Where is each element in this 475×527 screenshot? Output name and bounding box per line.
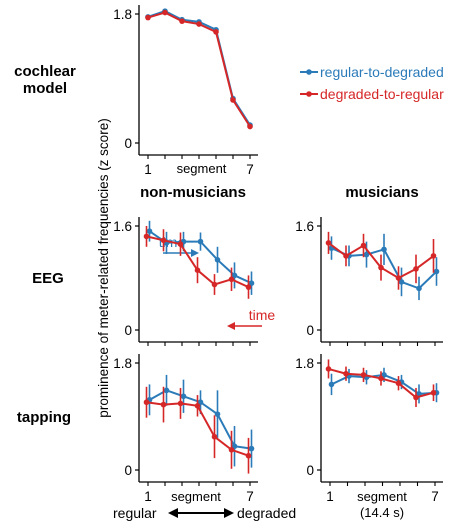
- legend-label-blue: regular-to-degraded: [320, 64, 444, 80]
- panel-eeg-mus: 01.6: [295, 217, 443, 346]
- data-point: [413, 394, 419, 401]
- x-axis-label-right: segment: [357, 489, 407, 504]
- data-point: [230, 97, 236, 103]
- y-tick-label: 0: [124, 136, 132, 151]
- x-tick-label: 1: [326, 489, 334, 504]
- series-line: [147, 10, 251, 126]
- data-point: [360, 372, 367, 378]
- data-point: [381, 246, 387, 253]
- y-tick-label: 1.8: [113, 356, 132, 371]
- data-point: [430, 389, 437, 396]
- data-point: [430, 253, 437, 259]
- x-axis-label-left: segment: [171, 489, 221, 504]
- x-axis-label: segment: [177, 161, 227, 176]
- data-point: [343, 370, 349, 377]
- data-point: [325, 240, 332, 246]
- row-label-tapping: tapping: [17, 409, 71, 426]
- data-point: [363, 251, 370, 258]
- y-tick-label: 0: [306, 463, 314, 478]
- data-point: [248, 445, 255, 452]
- data-point: [378, 375, 384, 382]
- data-point: [395, 275, 402, 281]
- data-point: [162, 9, 168, 16]
- data-point: [194, 267, 201, 274]
- col-title-non-musicians: non-musicians: [140, 184, 246, 201]
- data-point: [146, 228, 153, 234]
- panel-cochlear: 0 1.8 1 7 segment: [113, 5, 258, 177]
- data-point: [416, 285, 422, 292]
- data-point: [177, 241, 184, 247]
- data-point: [211, 281, 218, 288]
- data-point: [231, 272, 238, 279]
- double-arrow-icon: [168, 508, 234, 518]
- data-point: [228, 276, 235, 283]
- y-tick-label: 0: [306, 323, 314, 338]
- data-point: [413, 266, 419, 272]
- arrow-left-icon: [227, 322, 262, 330]
- y-tick-label: 0: [124, 463, 132, 478]
- data-point: [360, 242, 367, 249]
- data-point: [214, 411, 221, 417]
- y-tick-label: 1.6: [113, 219, 132, 234]
- arrow-right-icon: [163, 249, 199, 257]
- row-label-cochlear-line2: model: [23, 80, 67, 97]
- data-point: [325, 366, 332, 372]
- data-point: [160, 237, 167, 244]
- col-title-musicians: musicians: [345, 184, 418, 201]
- data-point: [245, 452, 252, 459]
- legend: regular-to-degraded degraded-to-regular: [300, 64, 444, 102]
- data-point: [213, 29, 219, 35]
- y-tick-label: 1.6: [295, 219, 314, 234]
- data-point: [180, 393, 187, 400]
- data-point: [196, 21, 202, 27]
- x-axis-degraded: degraded: [237, 505, 296, 521]
- data-point: [214, 257, 221, 263]
- x-axis-regular: regular: [113, 505, 157, 521]
- y-tick-label: 0: [124, 323, 132, 338]
- data-point: [194, 403, 201, 409]
- x-tick-label: 1: [144, 162, 152, 177]
- y-tick-label: 1.8: [113, 7, 132, 22]
- y-axis-label: prominence of meter-related frequencies …: [96, 118, 111, 417]
- data-point: [245, 284, 252, 290]
- panel-eeg-nonmus: 01.6: [113, 217, 258, 346]
- data-point: [378, 264, 384, 271]
- data-point: [160, 401, 167, 408]
- data-point: [433, 268, 440, 275]
- x-tick-label: 7: [246, 489, 254, 504]
- data-point: [143, 399, 150, 406]
- data-point: [248, 280, 255, 287]
- series-line: [147, 11, 251, 128]
- panel-tap-nonmus: 0 1.8 1 7: [113, 354, 258, 504]
- data-point: [398, 279, 405, 285]
- data-point: [328, 381, 335, 388]
- data-point: [145, 14, 151, 21]
- data-point: [211, 433, 218, 440]
- x-axis-note: (14.4 s): [360, 505, 404, 520]
- data-point: [163, 387, 170, 394]
- data-point: [197, 238, 204, 245]
- data-point: [395, 380, 402, 387]
- data-point: [228, 446, 235, 453]
- x-tick-label: 7: [246, 162, 254, 177]
- row-label-eeg: EEG: [32, 270, 64, 287]
- x-tick-label: 7: [431, 489, 439, 504]
- legend-label-red: degraded-to-regular: [320, 86, 444, 102]
- data-point: [247, 123, 253, 130]
- data-point: [343, 253, 349, 259]
- row-label-cochlear-line1: cochlear: [14, 63, 76, 80]
- y-tick-label: 1.8: [295, 356, 314, 371]
- data-point: [177, 400, 184, 407]
- time-label-red: time: [249, 307, 276, 323]
- data-point: [143, 233, 150, 240]
- x-tick-label: 1: [144, 489, 152, 504]
- data-point: [179, 18, 185, 24]
- panel-tap-mus: 0 1.8 1 7: [295, 354, 443, 504]
